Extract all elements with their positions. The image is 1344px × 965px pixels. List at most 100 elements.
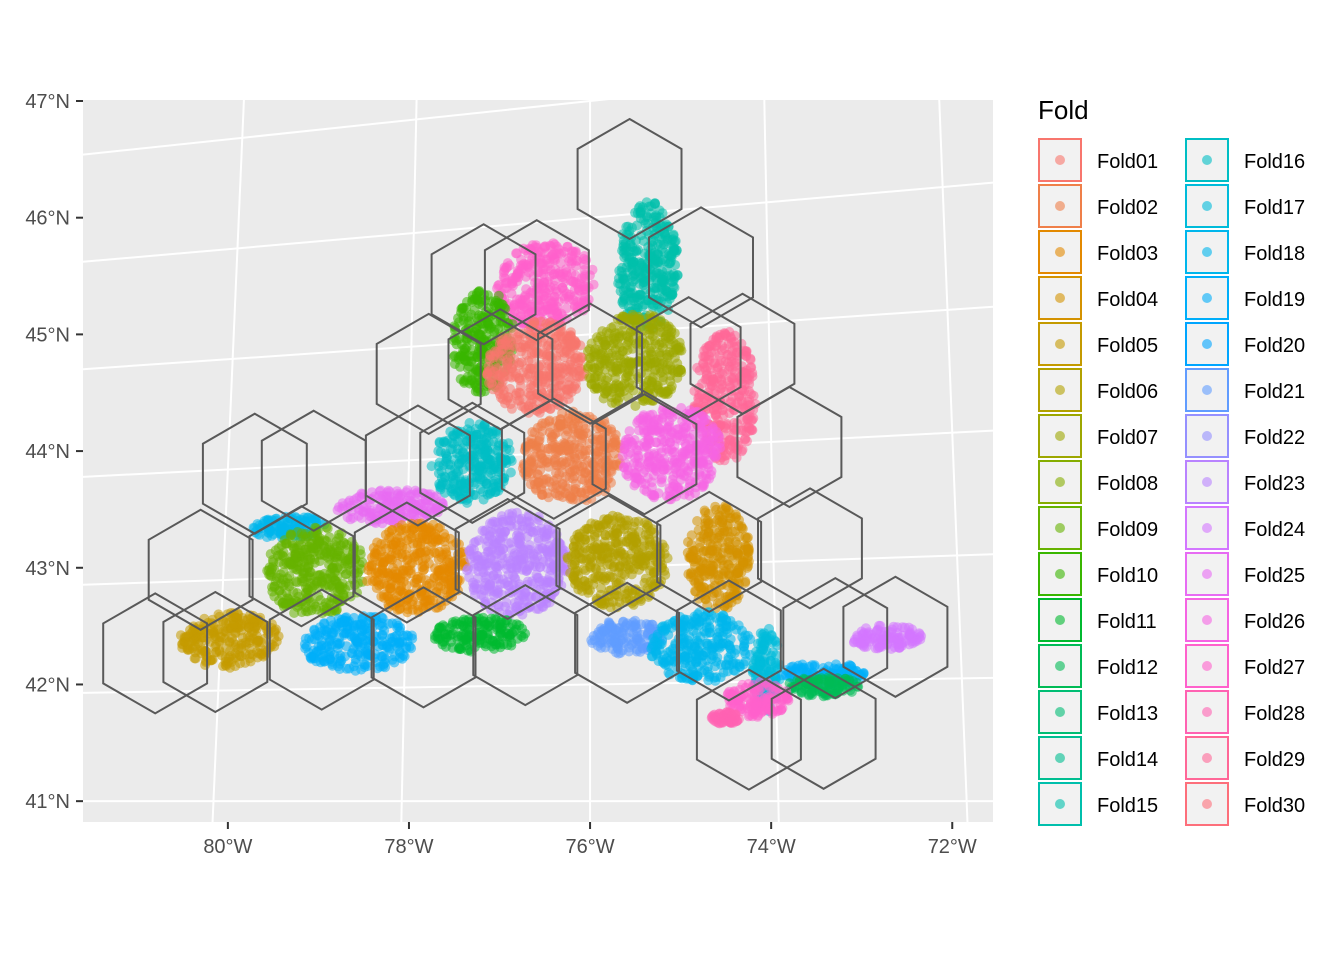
data-point (474, 329, 484, 339)
data-point (521, 341, 531, 351)
data-point (537, 602, 547, 612)
data-point (446, 487, 456, 497)
data-point (569, 574, 579, 584)
data-point (675, 338, 685, 348)
data-point (440, 532, 450, 542)
data-point (657, 473, 667, 483)
data-point (653, 239, 663, 249)
data-point (300, 562, 310, 572)
data-point (402, 535, 412, 545)
data-point (424, 559, 434, 569)
data-point (529, 549, 539, 559)
data-point (630, 453, 640, 463)
data-point (524, 516, 534, 526)
data-point (717, 369, 727, 379)
data-point (485, 365, 495, 375)
data-point (593, 539, 603, 549)
data-point (738, 445, 748, 455)
data-point (521, 284, 531, 294)
data-point (686, 459, 696, 469)
data-point (734, 532, 744, 542)
data-point (608, 461, 618, 471)
data-point (455, 548, 465, 558)
data-point (518, 554, 528, 564)
data-point (617, 267, 627, 277)
data-point (476, 440, 486, 450)
data-point (630, 517, 640, 527)
data-point (470, 457, 480, 467)
data-point (492, 549, 502, 559)
data-point (577, 586, 587, 596)
data-point (562, 424, 572, 434)
data-point (514, 538, 524, 548)
data-point (575, 553, 585, 563)
data-point (382, 581, 392, 591)
data-point (330, 557, 340, 567)
data-point (392, 545, 402, 555)
data-point (485, 488, 495, 498)
data-point (499, 266, 509, 276)
data-point (600, 365, 610, 375)
data-point (624, 301, 634, 311)
data-point (505, 445, 515, 455)
data-point (556, 485, 566, 495)
data-point (621, 556, 631, 566)
data-point (384, 527, 394, 537)
data-point (621, 435, 631, 445)
data-point (747, 368, 757, 378)
data-point (536, 248, 546, 258)
data-point (633, 314, 643, 324)
data-point (622, 340, 632, 350)
data-point (647, 377, 657, 387)
data-point (498, 300, 508, 310)
data-point (384, 491, 394, 501)
data-point (551, 460, 561, 470)
data-point (725, 513, 735, 523)
data-point (734, 568, 744, 578)
data-point (511, 602, 521, 612)
data-point (649, 490, 659, 500)
data-point (740, 576, 750, 586)
data-point (448, 470, 458, 480)
data-point (737, 361, 747, 371)
data-point (297, 573, 307, 583)
data-point (724, 535, 734, 545)
data-point (631, 544, 641, 554)
data-point (624, 383, 634, 393)
data-point (541, 291, 551, 301)
data-point (550, 264, 560, 274)
data-point (632, 472, 642, 482)
data-point (612, 529, 622, 539)
data-point (569, 541, 579, 551)
data-point (566, 339, 576, 349)
data-point (665, 364, 675, 374)
data-point (700, 352, 710, 362)
data-point (665, 339, 675, 349)
data-point (296, 535, 306, 545)
data-point (277, 540, 287, 550)
data-point (485, 519, 495, 529)
data-point (513, 272, 523, 282)
data-point (550, 292, 560, 302)
data-point (554, 575, 564, 585)
data-point (729, 373, 739, 383)
data-point (658, 376, 668, 386)
data-point (742, 436, 752, 446)
data-point (706, 470, 716, 480)
data-point (582, 428, 592, 438)
data-point (322, 548, 332, 558)
data-point (632, 293, 642, 303)
data-point (686, 568, 696, 578)
data-point (524, 293, 534, 303)
data-point (554, 381, 564, 391)
data-point (538, 371, 548, 381)
data-point (597, 326, 607, 336)
data-point (724, 408, 734, 418)
data-point (543, 488, 553, 498)
data-point (690, 586, 700, 596)
data-point (651, 438, 661, 448)
data-point (656, 315, 666, 325)
data-point (700, 445, 710, 455)
